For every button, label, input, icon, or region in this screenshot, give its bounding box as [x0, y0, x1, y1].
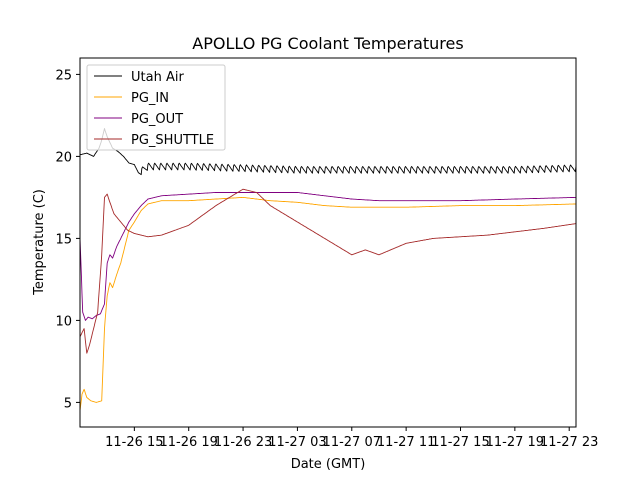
series-line-utah-air	[80, 128, 576, 176]
y-tick-label: 25	[55, 68, 72, 83]
plot-frame	[79, 57, 577, 428]
chart-title: APOLLO PG Coolant Temperatures	[192, 34, 463, 53]
series-layer	[80, 128, 576, 411]
legend-label: Utah Air	[131, 70, 184, 85]
legend-label: PG_OUT	[131, 112, 183, 127]
x-tick-label: 11-27 07	[323, 435, 381, 450]
legend: Utah Air PG_IN PG_OUT PG_SHUTTLE	[86, 64, 226, 151]
y-tick-label: 5	[64, 396, 72, 411]
legend-label: PG_IN	[131, 91, 169, 106]
y-tick-label: 20	[55, 150, 72, 165]
y-tick-label: 15	[55, 232, 72, 247]
legend-box	[86, 64, 226, 151]
y-axis-label: Temperature (C)	[32, 189, 47, 296]
series-line-pg-out	[80, 192, 576, 321]
series-line-pg-in	[80, 196, 576, 411]
x-tick-label: 11-27 19	[486, 435, 544, 450]
series-line-pg-shuttle	[80, 188, 576, 354]
y-axis: 5 10 15 20 25	[55, 68, 80, 411]
x-tick-label: 11-27 03	[268, 435, 326, 450]
x-axis-label: Date (GMT)	[291, 457, 366, 472]
x-tick-label: 11-26 19	[159, 435, 217, 450]
x-tick-label: 11-27 15	[431, 435, 489, 450]
x-tick-label: 11-27 23	[540, 435, 598, 450]
x-tick-label: 11-26 23	[214, 435, 272, 450]
legend-label: PG_SHUTTLE	[131, 133, 214, 148]
x-tick-label: 11-26 15	[105, 435, 163, 450]
y-tick-label: 10	[55, 314, 72, 329]
x-tick-label: 11-27 11	[377, 435, 435, 450]
